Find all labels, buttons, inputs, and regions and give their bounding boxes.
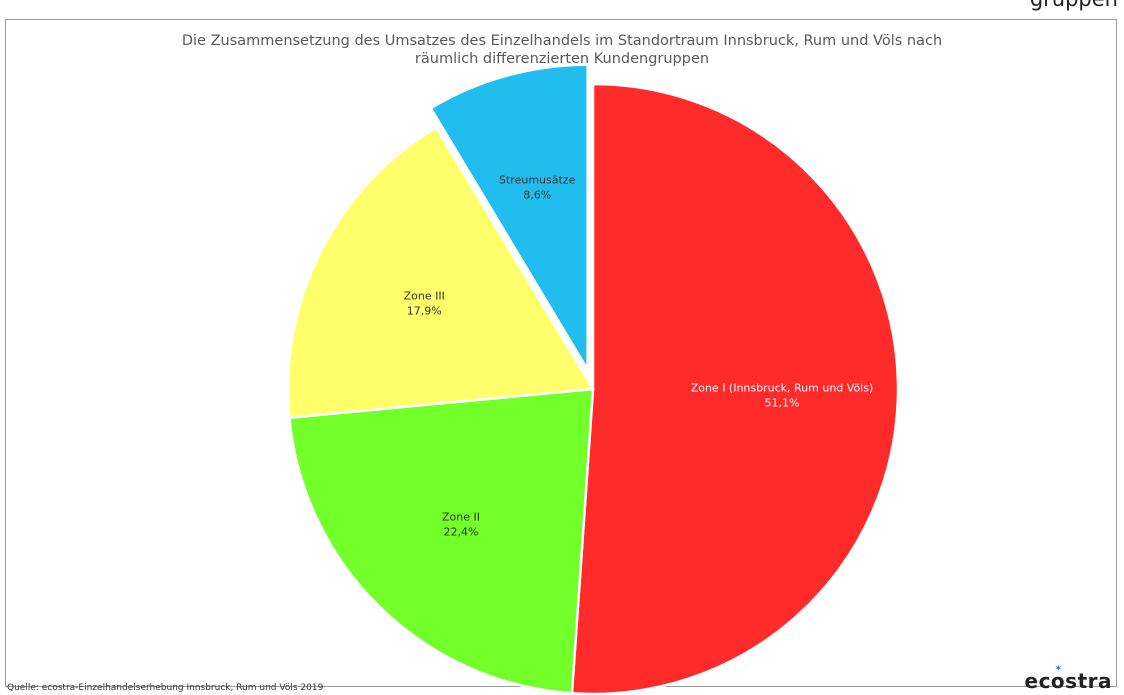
pie-slice-4: [429, 63, 589, 371]
slice-label-4: Streumusätze 8,6%: [499, 173, 576, 201]
logo-star-icon: ✶: [1054, 664, 1062, 674]
source-note: Quelle: ecostra-Einzelhandelserhebung In…: [7, 683, 324, 693]
pie-slice-2: [288, 387, 595, 695]
slice-label-3: Zone III 17,9%: [404, 290, 445, 318]
chart-title-line-1: Die Zusammensetzung des Umsatzes des Ein…: [181, 33, 943, 49]
slice-label-2: Zone II 22,4%: [442, 510, 480, 538]
pie-slice-3: [286, 126, 595, 419]
ecostra-logo: ecostra: [1024, 669, 1112, 693]
previous-header-fragment: gruppen: [0, 0, 1124, 18]
slice-label-1: Zone I (Innsbruck, Rum und Völs) 51,1%: [691, 382, 874, 410]
previous-header-text: gruppen: [1030, 0, 1118, 11]
chart-title-line-2: räumlich differenzierten Kundengruppen: [414, 51, 710, 67]
pie-slice-1: [570, 82, 900, 695]
chart-title: Die Zusammensetzung des Umsatzes des Ein…: [60, 32, 1064, 68]
